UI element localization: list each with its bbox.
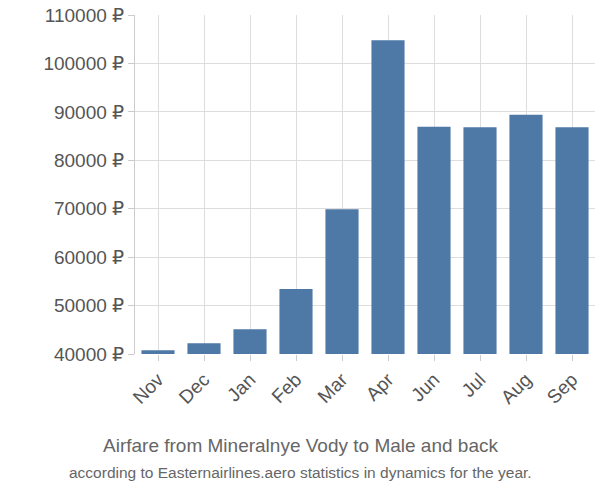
svg-text:according to Easternairlines.a: according to Easternairlines.aero statis… [69, 464, 532, 481]
svg-text:70000 ₽: 70000 ₽ [54, 198, 124, 219]
svg-text:100000 ₽: 100000 ₽ [43, 53, 124, 74]
svg-text:Jan: Jan [223, 369, 260, 406]
svg-text:50000 ₽: 50000 ₽ [54, 295, 124, 316]
svg-text:Aug: Aug [497, 369, 536, 408]
svg-text:90000 ₽: 90000 ₽ [54, 102, 124, 123]
svg-text:Sep: Sep [543, 369, 582, 408]
svg-text:Jul: Jul [458, 369, 490, 401]
svg-text:Dec: Dec [175, 369, 214, 408]
svg-text:80000 ₽: 80000 ₽ [54, 150, 124, 171]
svg-text:40000 ₽: 40000 ₽ [54, 344, 124, 365]
svg-text:60000 ₽: 60000 ₽ [54, 247, 124, 268]
svg-text:Airfare from Mineralnye Vody t: Airfare from Mineralnye Vody to Male and… [103, 435, 498, 456]
svg-text:Feb: Feb [268, 369, 306, 407]
svg-text:Mar: Mar [314, 369, 352, 407]
svg-text:Jun: Jun [407, 369, 444, 406]
svg-text:110000 ₽: 110000 ₽ [45, 5, 124, 26]
svg-text:Nov: Nov [129, 369, 168, 408]
svg-text:Apr: Apr [362, 369, 398, 405]
